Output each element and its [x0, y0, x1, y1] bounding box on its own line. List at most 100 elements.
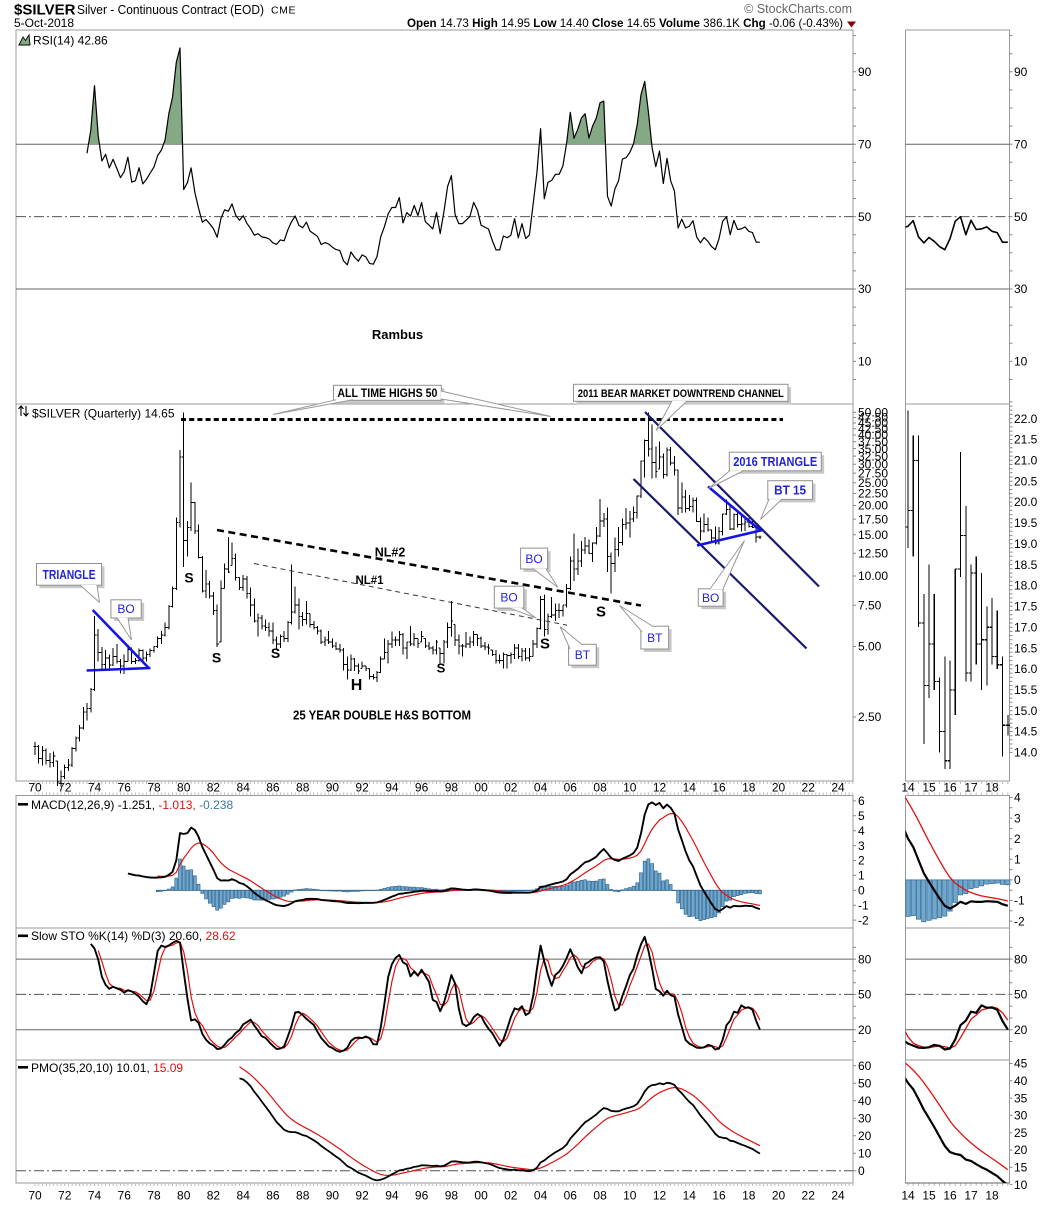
- svg-text:NL#2: NL#2: [375, 546, 406, 560]
- svg-text:15.0: 15.0: [1014, 704, 1038, 718]
- svg-text:30: 30: [858, 1112, 872, 1126]
- svg-text:18: 18: [742, 1189, 756, 1203]
- svg-text:32.50: 32.50: [858, 449, 888, 463]
- svg-text:08: 08: [593, 781, 607, 795]
- svg-text:45: 45: [1014, 1057, 1028, 1071]
- svg-text:NL#1: NL#1: [355, 575, 384, 587]
- svg-text:0: 0: [1014, 873, 1021, 887]
- svg-text:BT 15: BT 15: [774, 484, 806, 498]
- svg-text:Rambus: Rambus: [372, 327, 423, 342]
- svg-text:50: 50: [1014, 988, 1028, 1002]
- svg-text:10: 10: [1014, 1178, 1028, 1192]
- svg-text:04: 04: [534, 781, 548, 795]
- svg-text:80: 80: [177, 1189, 191, 1203]
- svg-text:5.00: 5.00: [858, 640, 882, 654]
- svg-text:S: S: [271, 645, 280, 661]
- svg-text:© StockCharts.com: © StockCharts.com: [744, 2, 852, 16]
- svg-text:20.00: 20.00: [858, 499, 888, 513]
- svg-text:22.50: 22.50: [858, 487, 888, 501]
- svg-text:1: 1: [858, 869, 865, 883]
- svg-text:18: 18: [985, 1189, 999, 1203]
- svg-text:72: 72: [58, 1189, 72, 1203]
- svg-text:47.50: 47.50: [858, 411, 888, 425]
- svg-text:16: 16: [943, 1189, 957, 1203]
- svg-text:92: 92: [355, 1189, 369, 1203]
- svg-text:80: 80: [1014, 952, 1028, 966]
- svg-text:08: 08: [593, 1189, 607, 1203]
- svg-text:18: 18: [985, 781, 999, 795]
- svg-text:24: 24: [831, 781, 845, 795]
- svg-text:90: 90: [858, 65, 872, 79]
- svg-text:-2: -2: [1014, 914, 1025, 928]
- svg-text:82: 82: [207, 781, 221, 795]
- svg-text:50: 50: [1014, 210, 1028, 224]
- svg-text:20: 20: [772, 781, 786, 795]
- svg-text:88: 88: [296, 781, 310, 795]
- svg-text:40: 40: [858, 1094, 872, 1108]
- svg-text:50.00: 50.00: [858, 406, 888, 420]
- svg-text:12.50: 12.50: [858, 547, 888, 561]
- svg-text:76: 76: [118, 1189, 132, 1203]
- svg-text:50: 50: [858, 210, 872, 224]
- svg-text:92: 92: [355, 781, 369, 795]
- svg-text:04: 04: [534, 1189, 548, 1203]
- svg-text:Silver - Continuous Contract (: Silver - Continuous Contract (EOD): [77, 2, 264, 17]
- svg-text:2: 2: [1014, 832, 1021, 846]
- svg-text:78: 78: [147, 1189, 161, 1203]
- svg-text:45.00: 45.00: [858, 416, 888, 430]
- svg-text:30: 30: [1014, 1109, 1028, 1123]
- svg-text:00: 00: [474, 781, 488, 795]
- svg-text:20.0: 20.0: [1014, 495, 1038, 509]
- svg-text:84: 84: [237, 1189, 251, 1203]
- svg-text:30: 30: [1014, 282, 1028, 296]
- svg-text:15.5: 15.5: [1014, 683, 1038, 697]
- svg-text:21.0: 21.0: [1014, 454, 1038, 468]
- svg-text:50: 50: [858, 988, 872, 1002]
- svg-text:80: 80: [858, 952, 872, 966]
- svg-text:74: 74: [88, 781, 102, 795]
- svg-text:20: 20: [1014, 1143, 1028, 1157]
- svg-text:S: S: [540, 636, 550, 653]
- svg-text:50: 50: [858, 1077, 872, 1091]
- svg-text:22.0: 22.0: [1014, 412, 1038, 426]
- svg-text:MACD(12,26,9) -1.251, -1.013,: MACD(12,26,9) -1.251, -1.013, -0.238: [31, 798, 233, 812]
- svg-text:76: 76: [118, 781, 132, 795]
- svg-text:$SILVER: $SILVER: [14, 2, 76, 19]
- svg-text:0: 0: [858, 884, 865, 898]
- svg-text:02: 02: [504, 781, 518, 795]
- svg-text:15: 15: [1014, 1161, 1028, 1175]
- svg-text:10: 10: [1014, 355, 1028, 369]
- svg-text:19.0: 19.0: [1014, 537, 1038, 551]
- svg-text:70: 70: [858, 137, 872, 151]
- svg-text:25 YEAR DOUBLE H&S BOTTOM: 25 YEAR DOUBLE H&S BOTTOM: [293, 708, 471, 723]
- svg-text:14: 14: [901, 1189, 915, 1203]
- svg-text:15: 15: [922, 1189, 936, 1203]
- svg-text:90: 90: [326, 1189, 340, 1203]
- svg-text:6: 6: [858, 794, 865, 808]
- svg-text:14: 14: [683, 781, 697, 795]
- svg-text:H: H: [351, 677, 363, 694]
- svg-text:7.50: 7.50: [858, 598, 882, 612]
- svg-text:1: 1: [1014, 853, 1021, 867]
- svg-text:17: 17: [964, 781, 978, 795]
- svg-text:2: 2: [858, 854, 865, 868]
- svg-text:82: 82: [207, 1189, 221, 1203]
- svg-text:30: 30: [858, 282, 872, 296]
- svg-text:4: 4: [1014, 791, 1021, 805]
- svg-text:40.00: 40.00: [858, 428, 888, 442]
- svg-text:20.5: 20.5: [1014, 474, 1038, 488]
- svg-text:27.50: 27.50: [858, 466, 888, 480]
- svg-text:S: S: [184, 570, 193, 586]
- svg-text:BT: BT: [575, 648, 591, 662]
- svg-text:BO: BO: [117, 602, 134, 616]
- svg-text:30.00: 30.00: [858, 458, 888, 472]
- svg-text:16.0: 16.0: [1014, 662, 1038, 676]
- svg-text:18.5: 18.5: [1014, 558, 1038, 572]
- svg-text:S: S: [212, 650, 221, 666]
- svg-text:15.00: 15.00: [858, 528, 888, 542]
- svg-text:15: 15: [922, 781, 936, 795]
- svg-text:$SILVER (Quarterly) 14.65: $SILVER (Quarterly) 14.65: [32, 407, 175, 421]
- svg-text:06: 06: [564, 1189, 578, 1203]
- svg-text:2.50: 2.50: [858, 710, 882, 724]
- svg-text:BO: BO: [525, 552, 542, 566]
